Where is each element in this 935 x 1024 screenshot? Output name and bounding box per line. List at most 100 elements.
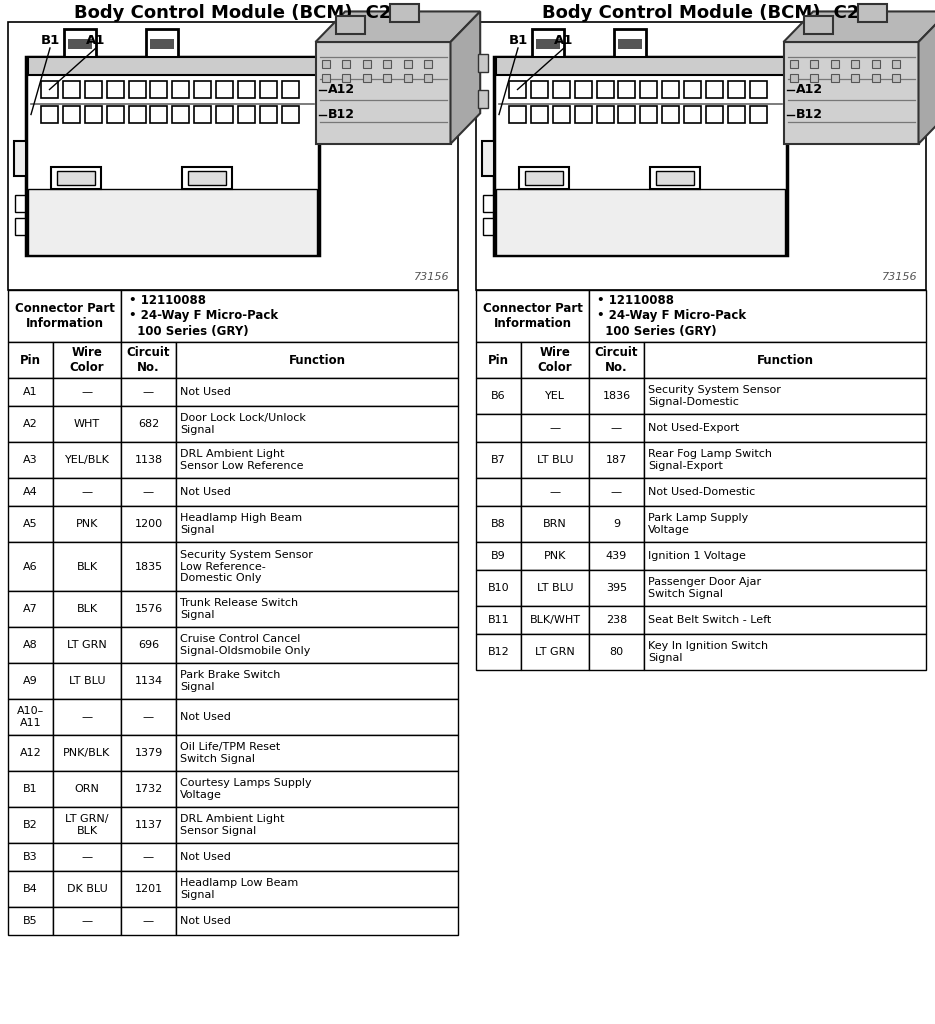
Bar [315, 42, 451, 143]
Text: PNK/BLK: PNK/BLK [64, 748, 110, 758]
Text: —: — [81, 387, 93, 397]
Bar [15, 195, 25, 212]
Bar [53, 735, 121, 771]
Bar [589, 378, 644, 414]
Text: Headlamp Low Beam
Signal: Headlamp Low Beam Signal [180, 879, 298, 900]
Bar [496, 189, 784, 255]
Bar [53, 807, 121, 843]
Text: 696: 696 [138, 640, 159, 650]
Bar [644, 378, 926, 414]
Bar [521, 570, 589, 606]
Text: 80: 80 [610, 647, 624, 657]
Bar [750, 81, 767, 98]
Text: Connector Part
Information: Connector Part Information [15, 302, 114, 330]
Bar [810, 60, 818, 68]
Bar [597, 106, 613, 123]
Bar [41, 81, 58, 98]
Text: Body Control Module (BCM), C2: Body Control Module (BCM), C2 [74, 4, 392, 22]
Bar [176, 771, 458, 807]
Bar [476, 606, 521, 634]
Bar [851, 60, 859, 68]
Bar [750, 106, 767, 123]
Text: A9: A9 [23, 676, 38, 686]
Text: B9: B9 [491, 551, 506, 561]
Bar [532, 29, 564, 57]
Text: 1576: 1576 [135, 604, 163, 614]
Bar [662, 106, 679, 123]
Text: Wire
Color: Wire Color [538, 346, 572, 374]
Bar [597, 81, 613, 98]
Bar [121, 378, 176, 406]
Text: Park Lamp Supply
Voltage: Park Lamp Supply Voltage [648, 513, 748, 535]
Text: A1: A1 [554, 34, 574, 47]
Bar [640, 81, 657, 98]
Text: 1732: 1732 [135, 784, 163, 794]
Bar [521, 606, 589, 634]
Text: —: — [611, 487, 622, 497]
Bar [519, 167, 569, 189]
Text: B2: B2 [23, 820, 38, 830]
Text: YEL/BLK: YEL/BLK [65, 455, 109, 465]
Bar [476, 442, 521, 478]
Bar [644, 342, 926, 378]
Bar [28, 189, 317, 255]
Bar [151, 106, 167, 123]
Text: Pin: Pin [20, 353, 41, 367]
Text: 1201: 1201 [135, 884, 163, 894]
Bar [176, 478, 458, 506]
Text: Courtesy Lamps Supply
Voltage: Courtesy Lamps Supply Voltage [180, 778, 311, 800]
Bar [662, 81, 679, 98]
Bar [8, 699, 53, 735]
Text: 395: 395 [606, 583, 627, 593]
Bar [41, 106, 58, 123]
Bar [121, 290, 458, 342]
Bar [8, 627, 53, 663]
Bar [85, 106, 102, 123]
Text: B10: B10 [488, 583, 510, 593]
Text: LT GRN: LT GRN [67, 640, 107, 650]
Text: • 12110088
• 24-Way F Micro-Pack
  100 Series (GRY): • 12110088 • 24-Way F Micro-Pack 100 Ser… [129, 295, 278, 338]
Bar [176, 378, 458, 406]
Bar [644, 634, 926, 670]
Text: B1: B1 [509, 34, 527, 47]
Bar [810, 74, 818, 82]
Bar [509, 106, 526, 123]
Bar [8, 907, 53, 935]
Bar [281, 106, 298, 123]
Text: Ignition 1 Voltage: Ignition 1 Voltage [648, 551, 746, 561]
Text: —: — [550, 487, 561, 497]
Bar [121, 406, 176, 442]
Bar [644, 478, 926, 506]
Bar [521, 634, 589, 670]
Bar [281, 81, 298, 98]
Bar [618, 39, 642, 49]
Bar [589, 606, 644, 634]
Text: Not Used-Export: Not Used-Export [648, 423, 740, 433]
Bar [8, 591, 53, 627]
Text: Wire
Color: Wire Color [70, 346, 105, 374]
Bar [8, 406, 53, 442]
Text: —: — [143, 387, 154, 397]
Bar [121, 843, 176, 871]
Text: Park Brake Switch
Signal: Park Brake Switch Signal [180, 670, 280, 692]
Bar [176, 506, 458, 542]
Bar [363, 60, 370, 68]
Bar [146, 29, 178, 57]
Bar [830, 74, 839, 82]
Text: PNK: PNK [76, 519, 98, 529]
Bar [892, 60, 900, 68]
Text: ORN: ORN [75, 784, 99, 794]
Bar [176, 442, 458, 478]
Bar [216, 106, 233, 123]
Bar [53, 378, 121, 406]
Text: 9: 9 [613, 519, 620, 529]
Polygon shape [784, 11, 935, 42]
Bar [176, 627, 458, 663]
Bar [531, 106, 548, 123]
Bar [404, 60, 411, 68]
Text: 439: 439 [606, 551, 627, 561]
Polygon shape [315, 11, 481, 42]
Text: A2: A2 [23, 419, 38, 429]
Bar [260, 81, 277, 98]
Bar [614, 29, 646, 57]
